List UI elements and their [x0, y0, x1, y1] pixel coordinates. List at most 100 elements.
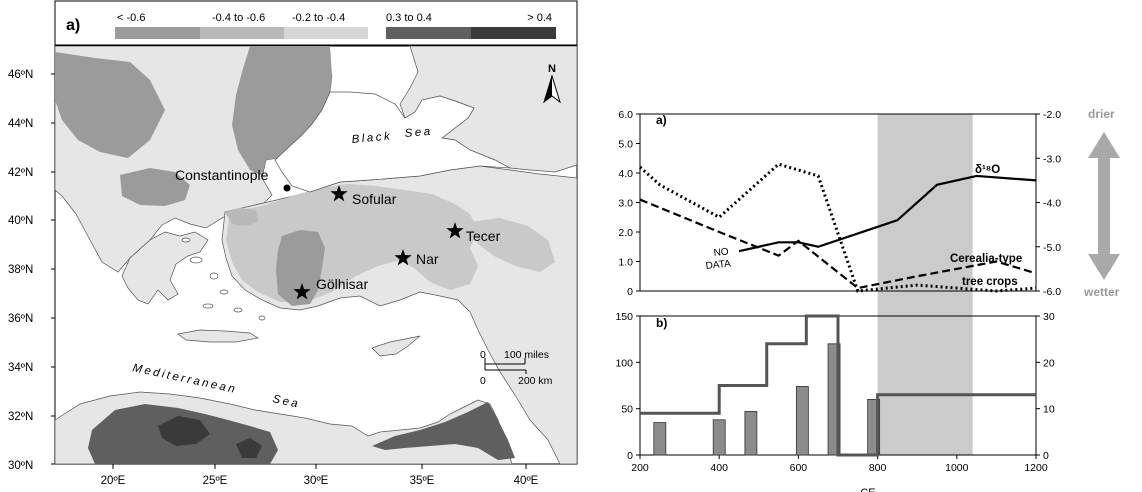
land-greece [121, 231, 209, 305]
tick-label-x-b: 200 [631, 462, 649, 474]
scale-miles-zero: 0 [480, 349, 486, 361]
legend-swatch-02-04 [284, 27, 368, 39]
star-icon [330, 185, 348, 202]
north-label: N [548, 63, 556, 75]
scale-km-label: 200 km [518, 375, 553, 387]
tick-label-right-a: -5.0 [1043, 242, 1061, 254]
region-lt-06-sw [55, 52, 165, 158]
place-tecer: Tecer [466, 228, 501, 244]
scale-km-zero: 0 [480, 375, 486, 387]
latitude-axis: 46ºN 44ºN 42ºN 40ºN 38ºN 36ºN 34ºN 32ºN … [8, 69, 33, 472]
place-nar: Nar [416, 251, 439, 267]
lat-label: 38ºN [8, 264, 33, 276]
longitude-axis: 20ºE 25ºE 30ºE 35ºE 40ºE [101, 475, 539, 487]
tick-label-right-b: 30 [1043, 311, 1055, 323]
bar [653, 422, 667, 456]
tick-label-left-a: 2.0 [618, 227, 633, 239]
place-golhisar: Gölhisar [316, 276, 368, 292]
tick-label-x-b: 800 [869, 462, 887, 474]
tick-label-left-a: 4.0 [618, 168, 633, 180]
islands [181, 237, 266, 321]
place-constantinople: Constantinople [175, 167, 269, 183]
legend-label-lt-06: < -0.6 [117, 12, 145, 24]
tick-label-right-a: -3.0 [1043, 153, 1061, 165]
tick-label-right-b: 20 [1043, 357, 1055, 369]
shaded-period [877, 114, 973, 455]
lon-label: 40ºE [514, 475, 539, 487]
lat-label: 44ºN [8, 118, 33, 130]
tick-label-x-b: 1200 [1024, 462, 1048, 474]
legend-label-03-04: 0.3 to 0.4 [386, 12, 432, 24]
legend-label-04-06: -0.4 to -0.6 [212, 12, 265, 24]
sea-label-black-2: Sea [404, 126, 433, 140]
map-figure: a) < -0.6 -0.4 to -0.6 -0.2 to -0.4 0.3 … [8, 0, 578, 487]
region-04-06-west [225, 208, 258, 226]
chart-figure: 6.05.04.03.02.01.00-2.0-3.0-4.0-5.0-6.0 … [615, 107, 1120, 492]
tick-label-right-a: -4.0 [1043, 198, 1061, 210]
lat-label: 40ºN [8, 215, 33, 227]
panel-b-label: b) [656, 316, 667, 330]
legend-label-gt-04: > 0.4 [527, 12, 552, 24]
lon-label: 20ºE [101, 475, 126, 487]
region-lt-06-central [276, 230, 325, 306]
island-cyprus [371, 335, 421, 357]
star-markers [293, 185, 464, 300]
series-line-d18o [738, 174, 1037, 253]
series-label-cerealia: Cerealia-type [950, 253, 1022, 265]
tick-label-left-a: 5.0 [618, 139, 633, 151]
lat-label: 36ºN [8, 313, 33, 325]
scale-miles-label: 100 miles [504, 349, 549, 361]
tick-label-left-a: 3.0 [618, 198, 633, 210]
lon-label: 25ºE [203, 475, 228, 487]
label-drier: drier [1088, 107, 1115, 121]
region-lt-06-north [232, 46, 332, 176]
tick-label-left-b: 50 [621, 404, 633, 416]
lon-label: 35ºE [410, 475, 435, 487]
legend-swatch-lt-06 [115, 27, 200, 39]
panel-a: 6.0 5.0 4.0 3.0 2.0 1.0 0 -2.0 -3.0 -4.0 -5.0 -6.0 [618, 109, 1061, 298]
tick-label-right-a: -6.0 [1043, 286, 1061, 298]
tick-label-right-a: -2.0 [1043, 109, 1061, 121]
tick-label-x-b: 600 [790, 462, 808, 474]
label-wetter: wetter [1083, 285, 1120, 299]
lat-label: 32ºN [8, 411, 33, 423]
bar [712, 419, 726, 456]
scale-bar [484, 358, 527, 374]
legend-swatch-04-06 [200, 27, 284, 39]
tick-label-right-b: 10 [1043, 404, 1055, 416]
label-no-data-1: NO [713, 246, 729, 259]
star-icon [293, 283, 311, 300]
legend-region-gt-04 [158, 416, 210, 446]
legend-region-03-04-east [372, 402, 515, 460]
tick-label-left-a: 6.0 [618, 109, 633, 121]
black-sea-water [274, 91, 511, 193]
sea-label-black-1: Black [351, 130, 393, 145]
lat-label: 46ºN [8, 69, 33, 81]
region-lt-06-balkan [120, 168, 190, 206]
place-sofular: Sofular [352, 191, 397, 207]
x-axis-title: CE [860, 487, 875, 492]
tick-label-left-b: 0 [627, 450, 633, 462]
tick-label-x-b: 1000 [945, 462, 969, 474]
island-crete [177, 329, 259, 343]
legend-label-02-04: -0.2 to -0.4 [292, 12, 345, 24]
tick-label-x-b: 400 [710, 462, 728, 474]
legend-swatch-gt-04 [471, 27, 556, 39]
tick-label-left-a: 1.0 [618, 257, 633, 269]
label-no-data-2: DATA [705, 258, 732, 272]
series-line-cerealia [639, 198, 1037, 290]
map-panel-label: a) [66, 17, 80, 34]
constantinople-marker [283, 184, 291, 192]
lat-label: 42ºN [8, 167, 33, 179]
series-label-d18o: δ¹⁸O [975, 164, 1000, 176]
step-line [640, 314, 1036, 457]
sea-label-med-2: Sea [271, 393, 301, 411]
tick-label-right-b: 0 [1043, 450, 1049, 462]
lon-label: 30ºE [304, 475, 329, 487]
region-02-04-east [470, 218, 555, 272]
longitude-ticks [112, 464, 527, 469]
series-line-tree-crops [639, 162, 1037, 293]
lat-label: 30ºN [8, 460, 33, 472]
